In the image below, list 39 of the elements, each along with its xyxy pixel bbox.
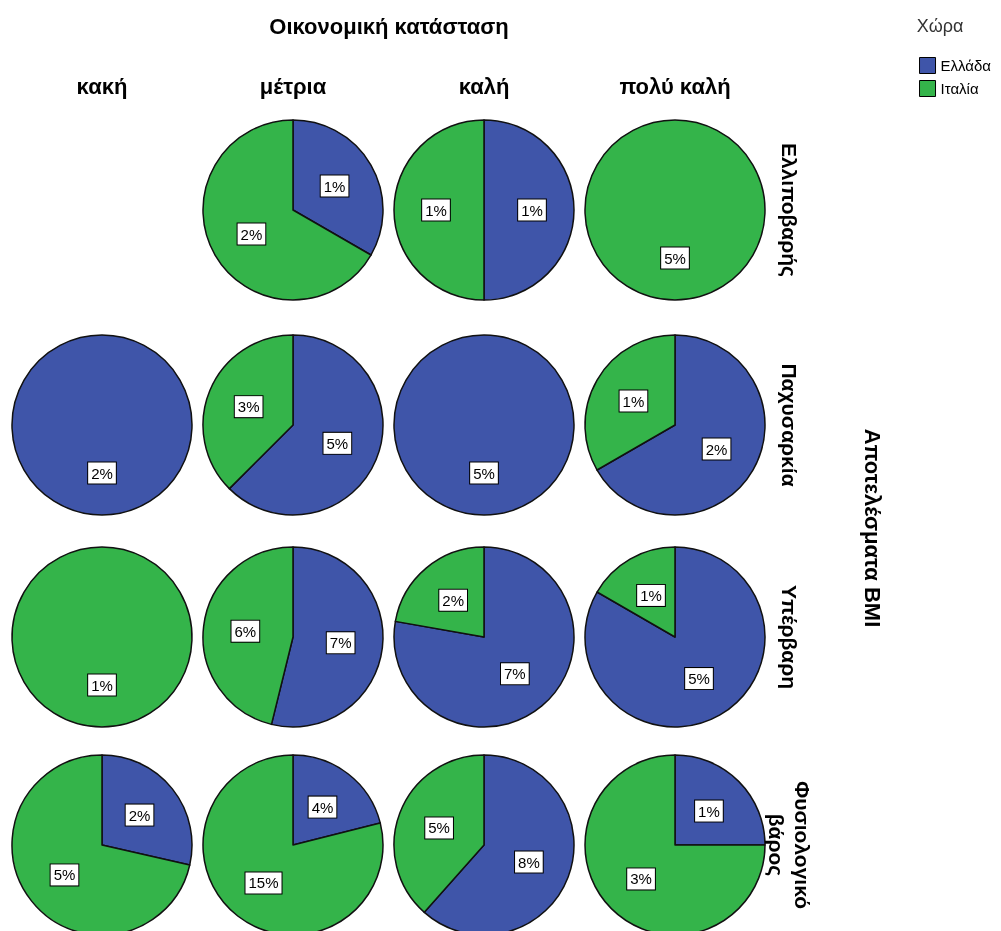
data-label: 1%	[521, 201, 543, 219]
data-label: 5%	[473, 464, 495, 482]
data-label: 5%	[664, 249, 686, 267]
data-label: 1%	[622, 392, 645, 410]
data-label: 2%	[240, 225, 263, 243]
category-label: Φυσιολογικό βάρος	[764, 780, 813, 910]
category-label: καλή	[457, 74, 511, 100]
legend-title: Χώρα	[916, 16, 964, 36]
text: Οικονομική κατάσταση	[268, 14, 510, 40]
category-label: πολύ καλή	[618, 74, 732, 100]
data-label: 5%	[428, 819, 450, 837]
data-label: 15%	[248, 874, 279, 892]
category-label: μέτρια	[258, 74, 328, 100]
legend-label: Ελλάδα	[940, 57, 992, 74]
data-label: 8%	[518, 853, 540, 871]
data-label: 1%	[698, 802, 720, 820]
data-label: 2%	[442, 591, 464, 609]
legend-label: Ιταλία	[940, 80, 979, 97]
category-label: Ελλιποβαρής	[777, 143, 800, 277]
data-label: 2%	[705, 440, 728, 458]
data-label: 6%	[234, 622, 257, 640]
category-label: Παχυσαρκία	[777, 363, 800, 487]
data-label: 1%	[323, 177, 346, 195]
category-label: κακή	[75, 74, 129, 100]
data-label: 3%	[630, 870, 652, 888]
text: Αποτελέσματα BMI	[859, 427, 886, 630]
data-label: 2%	[91, 464, 113, 482]
data-label: 5%	[326, 434, 349, 452]
data-label: 1%	[91, 676, 113, 694]
data-label: 1%	[640, 586, 662, 604]
data-label: 2%	[128, 806, 151, 824]
data-label: 5%	[53, 866, 76, 884]
data-label: 3%	[237, 398, 260, 416]
data-label: 4%	[311, 798, 334, 816]
data-label: 7%	[329, 634, 352, 652]
data-label: 5%	[688, 670, 710, 688]
data-label: 1%	[425, 201, 447, 219]
category-label: Υπέρβαρη	[777, 584, 800, 690]
data-label: 7%	[504, 665, 526, 683]
